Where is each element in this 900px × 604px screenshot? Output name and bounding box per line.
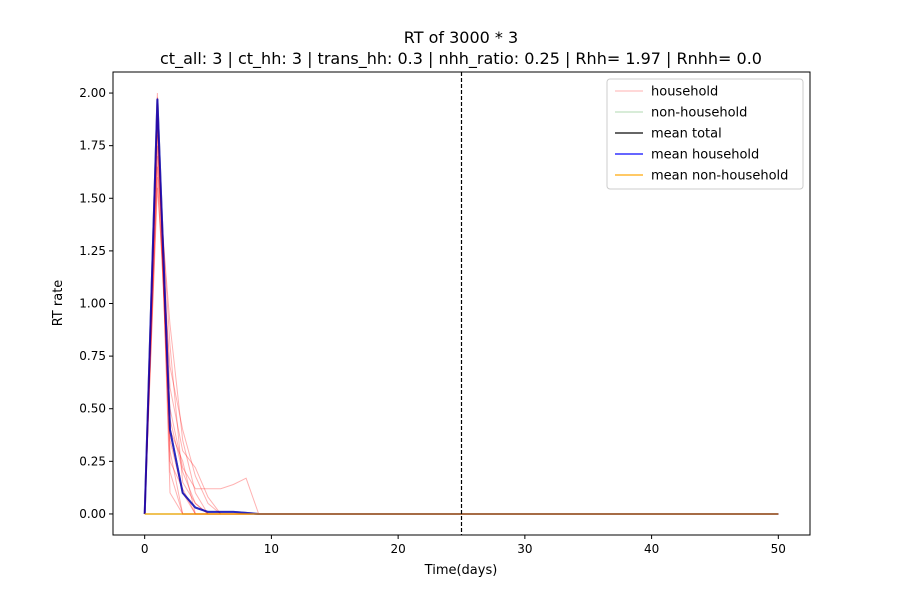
x-tick-label: 50 <box>771 542 786 556</box>
y-tick-label: 2.00 <box>79 86 106 100</box>
x-axis-label: Time(days) <box>424 563 498 578</box>
x-tick-label: 0 <box>141 542 149 556</box>
x-tick-label: 10 <box>264 542 279 556</box>
y-tick-label: 1.25 <box>79 244 106 258</box>
axes: 0 10 20 30 40 50 0.00 0.25 0.50 0.75 1.00 1.25 1.50 1… <box>79 71 811 556</box>
legend-box <box>606 78 804 190</box>
y-tick-label: 0.25 <box>79 454 106 468</box>
legend-label-mean-household: mean household <box>651 148 759 163</box>
legend-label-household: household <box>651 85 718 100</box>
legend-label-mean-total: mean total <box>651 127 722 142</box>
y-tick-label: 1.00 <box>79 297 106 311</box>
x-tick-label: 40 <box>644 542 659 556</box>
x-tick-label: 30 <box>517 542 532 556</box>
plot-lines <box>143 72 779 535</box>
y-tick-label: 0.75 <box>79 349 106 363</box>
chart-subtitle: ct_all: 3 | ct_hh: 3 | trans_hh: 0.3 | n… <box>160 49 762 69</box>
y-axis-label: RT rate <box>51 280 66 327</box>
y-tick-label: 1.50 <box>79 191 106 205</box>
x-tick-label: 20 <box>390 542 405 556</box>
y-tick-label: 1.75 <box>79 139 106 153</box>
chart-title: RT of 3000 * 3 <box>404 28 518 47</box>
legend-label-mean-non-household: mean non-household <box>651 169 788 184</box>
y-tick-label: 0.50 <box>79 402 106 416</box>
y-tick-label: 0.00 <box>79 507 106 521</box>
legend: household non-household mean total mean hou… <box>606 78 804 190</box>
legend-label-non-household: non-household <box>651 106 747 121</box>
